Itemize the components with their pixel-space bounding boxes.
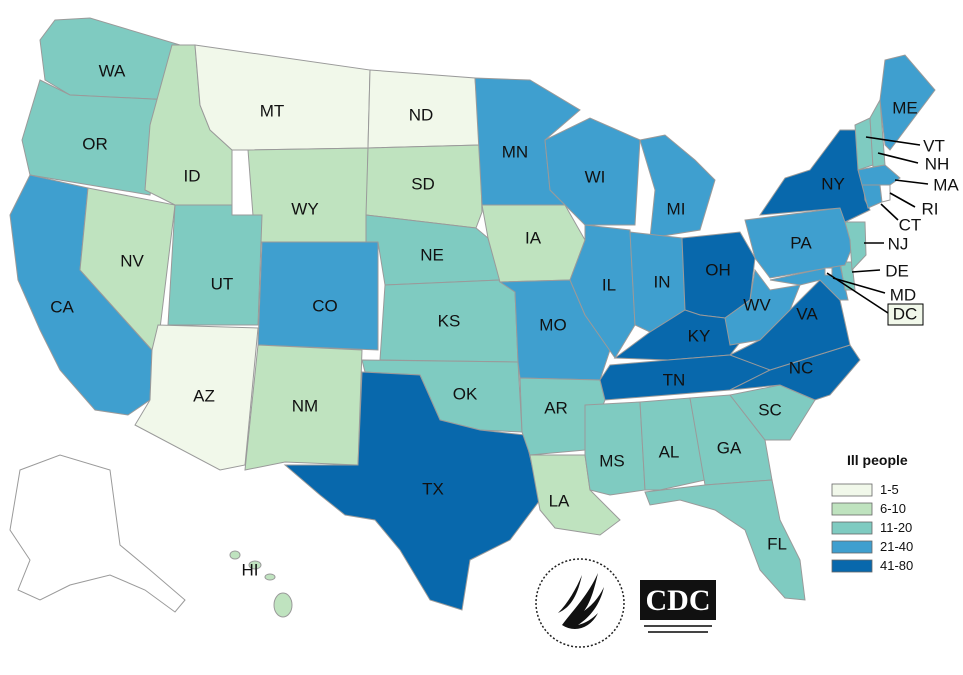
label-mo: MO — [539, 315, 566, 334]
state-wi — [544, 117, 641, 226]
legend-swatch-1 — [831, 483, 873, 497]
label-ms: MS — [599, 451, 625, 470]
label-nj: NJ — [888, 234, 909, 253]
state-ms — [584, 401, 646, 496]
label-va: VA — [796, 304, 818, 323]
legend-item-4: 21-40 — [831, 539, 913, 554]
label-dc: DC — [893, 304, 918, 323]
legend-swatch-4 — [831, 540, 873, 554]
label-oh: OH — [705, 260, 731, 279]
dc-label-box — [887, 303, 924, 326]
state-nm — [244, 344, 363, 471]
legend-title: Ill people — [847, 452, 908, 468]
label-mi: MI — [667, 199, 686, 218]
label-pa: PA — [790, 233, 812, 252]
label-ok: OK — [453, 384, 478, 403]
label-vt: VT — [923, 136, 945, 155]
label-ma: MA — [933, 175, 959, 194]
state-ut — [167, 204, 263, 326]
label-fl: FL — [767, 534, 787, 553]
label-nd: ND — [409, 105, 434, 124]
label-ia: IA — [525, 228, 542, 247]
label-wi: WI — [585, 167, 606, 186]
legend-item-1: 1-5 — [831, 482, 899, 497]
state-ma — [857, 164, 901, 186]
state-az — [134, 324, 259, 471]
legend-label-4: 21-40 — [880, 539, 913, 554]
legend-swatch-3 — [831, 521, 873, 535]
northeast-callouts: VT NH MA RI CT NJ DE MD DC HI — [242, 136, 959, 579]
state-hi — [229, 550, 293, 618]
state-wy — [247, 147, 369, 243]
label-ar: AR — [544, 398, 568, 417]
label-wa: WA — [99, 61, 126, 80]
state-al — [639, 397, 706, 491]
label-il: IL — [602, 275, 616, 294]
label-sc: SC — [758, 400, 782, 419]
label-in: IN — [654, 272, 671, 291]
label-sd: SD — [411, 174, 435, 193]
label-me: ME — [892, 98, 918, 117]
state-mi — [639, 134, 716, 239]
legend-swatch-2 — [831, 502, 873, 516]
label-hi: HI — [242, 560, 259, 579]
label-wy: WY — [291, 199, 318, 218]
label-nc: NC — [789, 358, 814, 377]
legend-swatch-5 — [831, 559, 873, 573]
label-nh: NH — [925, 154, 950, 173]
state-ri — [879, 184, 891, 203]
legend: Ill people 1-5 6-10 11-20 21-40 41-80 — [831, 452, 913, 573]
cdc-logo-icon: CDC — [640, 580, 716, 633]
label-ca: CA — [50, 297, 74, 316]
state-sd — [365, 144, 483, 229]
label-tn: TN — [663, 370, 686, 389]
state-dc — [824, 267, 833, 276]
state-nj — [844, 221, 867, 272]
label-ny: NY — [821, 174, 845, 193]
state-co — [257, 241, 379, 351]
legend-item-2: 6-10 — [831, 501, 906, 516]
state-sc — [729, 384, 816, 441]
label-mt: MT — [260, 101, 285, 120]
label-nv: NV — [120, 251, 144, 270]
label-la: LA — [549, 491, 570, 510]
legend-label-2: 6-10 — [880, 501, 906, 516]
label-al: AL — [659, 442, 680, 461]
label-de: DE — [885, 261, 909, 280]
state-ak — [9, 454, 186, 613]
legend-label-1: 1-5 — [880, 482, 899, 497]
label-or: OR — [82, 134, 108, 153]
state-mt — [194, 44, 371, 151]
legend-label-5: 41-80 — [880, 558, 913, 573]
label-id: ID — [184, 166, 201, 185]
label-ri: RI — [922, 199, 939, 218]
label-ct: CT — [899, 215, 922, 234]
state-wa — [39, 17, 181, 101]
label-ky: KY — [688, 326, 711, 345]
label-mn: MN — [502, 142, 528, 161]
state-ga — [689, 394, 773, 486]
label-nm: NM — [292, 396, 318, 415]
state-ny — [758, 129, 871, 223]
hhs-eagle-seal-icon — [535, 558, 625, 648]
label-ks: KS — [438, 311, 461, 330]
legend-label-3: 11-20 — [880, 520, 912, 535]
state-labels: WA OR CA NV ID MT WY UT AZ CO NM ND SD N… — [50, 61, 918, 553]
label-tx: TX — [422, 479, 444, 498]
label-wv: WV — [743, 295, 771, 314]
state-fl — [644, 479, 806, 601]
label-ut: UT — [211, 274, 234, 293]
state-me — [879, 54, 936, 151]
label-md: MD — [890, 285, 916, 304]
legend-item-3: 11-20 — [831, 520, 912, 535]
label-ga: GA — [717, 438, 742, 457]
cdc-logo-text: CDC — [646, 584, 711, 617]
label-co: CO — [312, 296, 338, 315]
label-az: AZ — [193, 386, 215, 405]
label-ne: NE — [420, 245, 444, 264]
state-tx — [283, 371, 541, 611]
legend-item-5: 41-80 — [831, 558, 913, 573]
